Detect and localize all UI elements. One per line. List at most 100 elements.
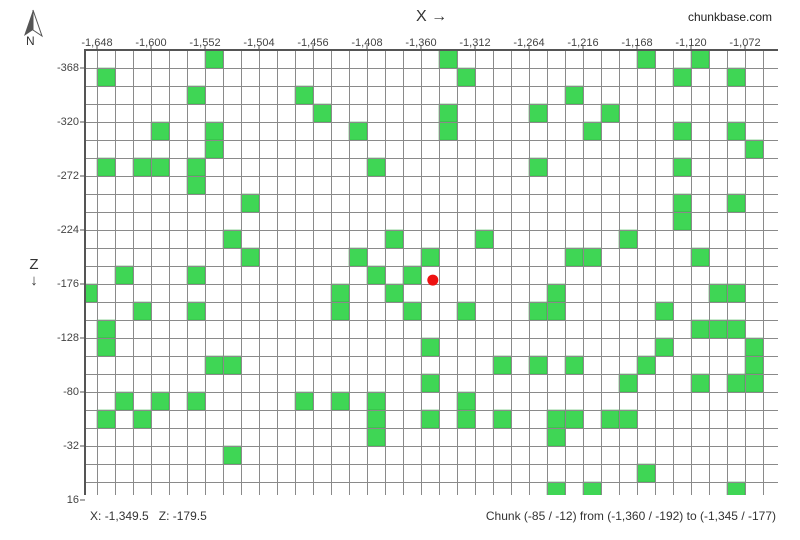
slime-chunk	[186, 391, 206, 411]
location-marker	[427, 274, 439, 286]
slime-chunk	[186, 301, 206, 321]
slime-chunk	[672, 211, 692, 231]
slime-chunk	[636, 355, 656, 375]
slime-chunk	[366, 265, 386, 285]
slime-chunk	[456, 391, 476, 411]
slime-chunk	[366, 409, 386, 429]
slime-chunk	[690, 50, 710, 69]
slime-chunk	[402, 265, 422, 285]
slime-chunk	[528, 301, 548, 321]
slime-chunk	[132, 157, 152, 177]
slime-chunk	[85, 283, 98, 303]
slime-chunk	[600, 103, 620, 123]
slime-chunk	[618, 409, 638, 429]
slime-chunk	[96, 67, 116, 87]
slime-chunk	[96, 409, 116, 429]
slime-chunk	[564, 355, 584, 375]
slime-chunk	[114, 265, 134, 285]
slime-chunk	[618, 229, 638, 249]
slime-chunk	[348, 121, 368, 141]
cursor-coordinates: X: -1,349.5 Z: -179.5	[90, 509, 207, 523]
cursor-z-value: -179.5	[172, 509, 207, 523]
slime-chunk	[744, 373, 764, 393]
brand-link[interactable]: chunkbase.com	[687, 10, 772, 24]
slime-chunk	[420, 337, 440, 357]
slime-chunk	[204, 355, 224, 375]
slime-chunk	[330, 301, 350, 321]
compass-north-arrow-icon	[24, 9, 43, 38]
slime-chunk	[672, 67, 692, 87]
slime-chunk	[456, 301, 476, 321]
slime-chunk	[366, 157, 386, 177]
slime-chunk	[204, 139, 224, 159]
slime-chunk	[690, 319, 710, 339]
slime-chunk	[330, 283, 350, 303]
slime-chunk	[564, 85, 584, 105]
slime-chunk	[96, 337, 116, 357]
slime-chunk	[546, 301, 566, 321]
slime-chunk	[726, 319, 746, 339]
slime-chunk	[150, 50, 170, 51]
slime-chunk	[222, 355, 242, 375]
slime-chunk	[726, 67, 746, 87]
slime-chunk	[438, 121, 458, 141]
slime-chunk	[474, 229, 494, 249]
z-axis-letter: Z	[29, 256, 39, 273]
slime-chunk	[564, 247, 584, 267]
slime-chunk	[294, 85, 314, 105]
slime-chunk	[636, 50, 656, 69]
slime-chunk	[204, 121, 224, 141]
cursor-x-value: -1,349.5	[104, 509, 149, 523]
slime-chunk	[384, 283, 404, 303]
slime-chunk	[582, 121, 602, 141]
slime-chunk	[312, 50, 332, 51]
slime-chunk	[582, 247, 602, 267]
x-axis-title: X →	[416, 8, 448, 25]
slime-chunk	[348, 247, 368, 267]
slime-chunk	[528, 157, 548, 177]
slime-chunk	[744, 355, 764, 375]
map-content	[85, 50, 799, 495]
slime-chunk	[546, 409, 566, 429]
slime-chunk	[781, 248, 799, 266]
slime-chunk	[384, 229, 404, 249]
slime-chunk	[654, 337, 674, 357]
slime-chunk	[636, 463, 656, 483]
slime-chunk	[726, 283, 746, 303]
slime-chunk	[564, 50, 584, 51]
slime-chunk	[618, 373, 638, 393]
slime-chunk	[366, 427, 386, 447]
slime-chunk	[186, 265, 206, 285]
z-axis-arrow: ↓	[30, 272, 38, 289]
slime-chunk	[726, 121, 746, 141]
slime-chunk	[744, 337, 764, 357]
slime-chunk	[456, 409, 476, 429]
slime-chunk	[204, 50, 224, 69]
slime-chunk	[420, 247, 440, 267]
slime-chunk	[744, 139, 764, 159]
slime-chunk	[600, 409, 620, 429]
z-axis-title: Z ↓	[28, 257, 40, 289]
slime-chunk	[402, 301, 422, 321]
slime-chunk	[366, 391, 386, 411]
slime-chunk	[492, 409, 512, 429]
slime-chunk	[150, 391, 170, 411]
slime-chunk	[528, 103, 548, 123]
slime-chunk	[546, 283, 566, 303]
slime-chunk	[726, 481, 746, 495]
slime-chunk	[528, 50, 548, 51]
cursor-z-label: Z:	[158, 509, 170, 523]
slime-chunk	[690, 373, 710, 393]
slime-chunk	[708, 283, 728, 303]
slime-chunk	[546, 50, 566, 51]
slime-chunk	[781, 122, 799, 140]
slime-chunk	[438, 50, 458, 69]
cursor-x-label: X:	[90, 509, 102, 523]
slime-chunk	[528, 355, 548, 375]
slime-chunk	[168, 50, 188, 51]
slime-chunk	[330, 391, 350, 411]
slime-chunk	[456, 67, 476, 87]
slime-chunk	[726, 373, 746, 393]
slime-chunk	[96, 157, 116, 177]
